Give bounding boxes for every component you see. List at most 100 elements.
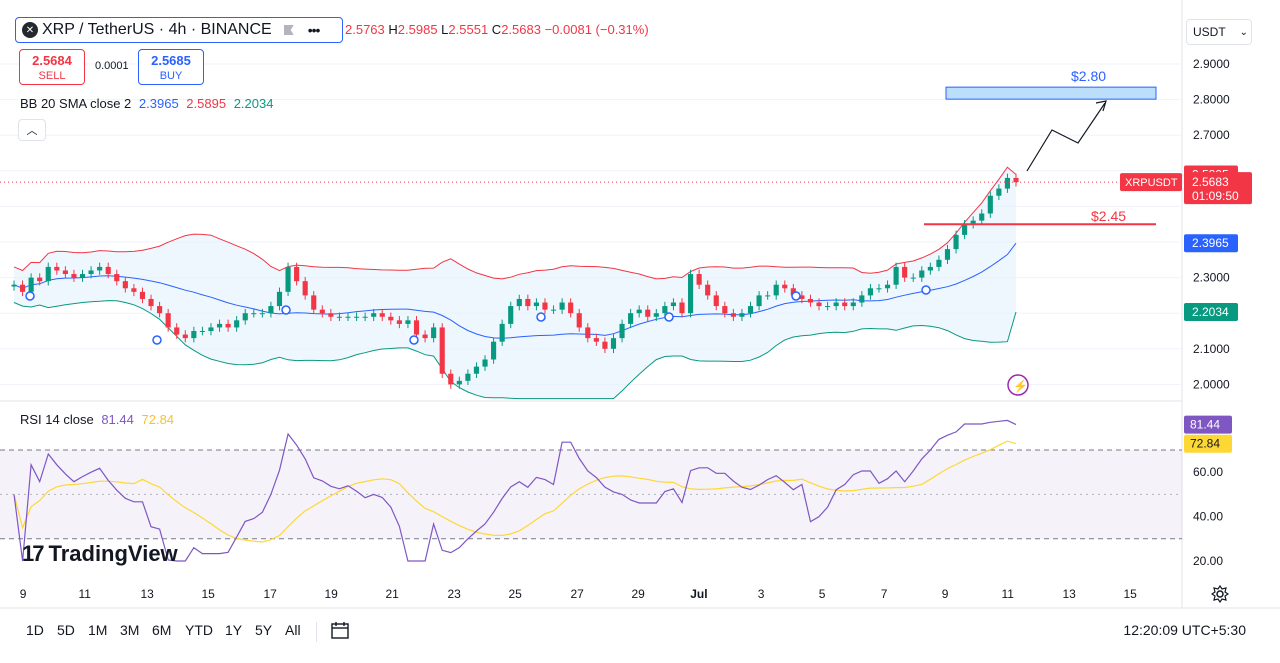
candle-body bbox=[884, 284, 891, 289]
rsi-tag: 81.44 bbox=[1190, 418, 1220, 432]
flag-icon[interactable] bbox=[283, 25, 294, 35]
candle-body bbox=[225, 323, 231, 328]
candle-body bbox=[268, 306, 274, 314]
range-6m[interactable]: 6M bbox=[152, 622, 172, 638]
price-tick-label: 2.0000 bbox=[1193, 377, 1230, 391]
time-tick-label: 11 bbox=[79, 587, 92, 601]
buy-label: BUY bbox=[159, 70, 183, 82]
projection-arrow bbox=[1026, 102, 1106, 172]
time-tick-label: 15 bbox=[202, 587, 216, 601]
target-zone-box bbox=[945, 86, 1157, 100]
candle-body bbox=[448, 373, 454, 385]
sell-label: SELL bbox=[38, 70, 66, 82]
more-options-icon[interactable]: ••• bbox=[307, 22, 321, 38]
candle-body bbox=[550, 309, 557, 311]
candle-body bbox=[139, 291, 146, 299]
sell-button[interactable]: 2.5684 SELL bbox=[19, 49, 85, 85]
candle-body bbox=[97, 266, 103, 271]
candle-body bbox=[782, 284, 788, 289]
candle-body bbox=[645, 309, 651, 317]
candle-body bbox=[242, 313, 248, 321]
candle-body bbox=[491, 341, 497, 360]
candle-body bbox=[131, 288, 137, 292]
candle-body bbox=[216, 323, 223, 328]
time-tick-label: 15 bbox=[1124, 587, 1138, 601]
range-3m[interactable]: 3M bbox=[120, 622, 140, 638]
candle-body bbox=[79, 274, 86, 278]
candle-body bbox=[713, 295, 719, 307]
chevron-down-icon: ⌄ bbox=[1239, 26, 1249, 38]
candle-body bbox=[62, 270, 68, 275]
candle-body bbox=[148, 298, 154, 307]
candle-body bbox=[465, 373, 471, 381]
time-tick-label: 27 bbox=[571, 587, 585, 601]
candle-body bbox=[628, 313, 634, 324]
range-ytd[interactable]: YTD bbox=[185, 622, 213, 638]
candle-body bbox=[208, 327, 214, 331]
candle-body bbox=[867, 288, 873, 296]
price-tick-label: 2.9000 bbox=[1193, 57, 1230, 71]
symbol-title[interactable]: XRP / TetherUS · 4h · BINANCE bbox=[42, 21, 272, 38]
candle-body bbox=[799, 295, 805, 299]
candle-body bbox=[191, 331, 197, 339]
currency-select[interactable]: USDT ⌄ bbox=[1186, 19, 1252, 45]
candle-body bbox=[910, 277, 916, 279]
bb-name: BB 20 SMA close 2 bbox=[20, 96, 132, 111]
candle-body bbox=[559, 302, 565, 310]
time-tick-label: 5 bbox=[819, 587, 826, 601]
range-5d[interactable]: 5D bbox=[57, 622, 75, 638]
candle-body bbox=[362, 316, 368, 318]
settings-gear-icon[interactable] bbox=[1211, 585, 1229, 603]
low-label: L bbox=[441, 22, 449, 37]
logo-text: TradingView bbox=[48, 541, 178, 566]
time-tick-label: 23 bbox=[448, 587, 462, 601]
time-tick-label: 11 bbox=[1002, 587, 1015, 601]
candle-body bbox=[105, 266, 111, 275]
bb-lower-value: 2.2034 bbox=[233, 96, 274, 111]
time-tick-label: 7 bbox=[881, 587, 888, 601]
symbol-header[interactable]: ✕ XRP / TetherUS · 4h · BINANCE ••• bbox=[15, 17, 343, 43]
candle-body bbox=[936, 259, 942, 267]
bb-basis-value: 2.3965 bbox=[138, 96, 179, 111]
candle-body bbox=[525, 298, 531, 307]
candle-body bbox=[88, 270, 94, 275]
candle-body bbox=[833, 302, 839, 307]
collapse-legend-button[interactable]: ︿ bbox=[18, 119, 46, 141]
candle-body bbox=[122, 281, 128, 289]
candle-body bbox=[174, 327, 180, 335]
candle-body bbox=[962, 224, 968, 235]
range-5y[interactable]: 5Y bbox=[255, 622, 273, 638]
bb-lower-tag: 2.2034 bbox=[1192, 305, 1229, 319]
time-tick-label: 3 bbox=[758, 587, 765, 601]
tradingview-logo[interactable]: 17 TradingView bbox=[22, 541, 178, 567]
candle-body bbox=[747, 306, 754, 314]
calendar-icon[interactable] bbox=[330, 620, 350, 640]
bb-basis-line bbox=[13, 242, 1017, 339]
support-label: $2.45 bbox=[1091, 208, 1126, 224]
price-tick-label: 2.8000 bbox=[1193, 93, 1230, 107]
range-1d[interactable]: 1D bbox=[26, 622, 44, 638]
currency-label: USDT bbox=[1193, 25, 1226, 39]
rsi-tick-label: 20.00 bbox=[1193, 554, 1223, 568]
bb-lower-tag-bg bbox=[1184, 302, 1238, 321]
bb-legend[interactable]: BB 20 SMA close 2 2.3965 2.5895 2.2034 bbox=[20, 96, 273, 111]
candle-body bbox=[396, 320, 402, 324]
candle-body bbox=[722, 306, 728, 314]
clock-timezone[interactable]: 12:20:09 UTC+5:30 bbox=[1123, 622, 1246, 638]
rsi-legend[interactable]: RSI 14 close 81.44 72.84 bbox=[20, 412, 174, 427]
candle-body bbox=[28, 277, 34, 292]
bb-lower-line bbox=[13, 300, 1017, 400]
candle-body bbox=[1013, 177, 1019, 183]
buy-button[interactable]: 2.5685 BUY bbox=[138, 49, 204, 85]
candle-body bbox=[816, 302, 822, 307]
time-tick-label: 9 bbox=[942, 587, 949, 601]
range-all[interactable]: All bbox=[285, 622, 301, 638]
candle-body bbox=[807, 298, 814, 303]
time-tick-label: 29 bbox=[632, 587, 646, 601]
range-1m[interactable]: 1M bbox=[88, 622, 108, 638]
rsi-band-fill bbox=[0, 450, 1182, 539]
range-1y[interactable]: 1Y bbox=[225, 622, 243, 638]
toolbar-divider bbox=[316, 622, 317, 642]
candle-body bbox=[456, 380, 462, 385]
